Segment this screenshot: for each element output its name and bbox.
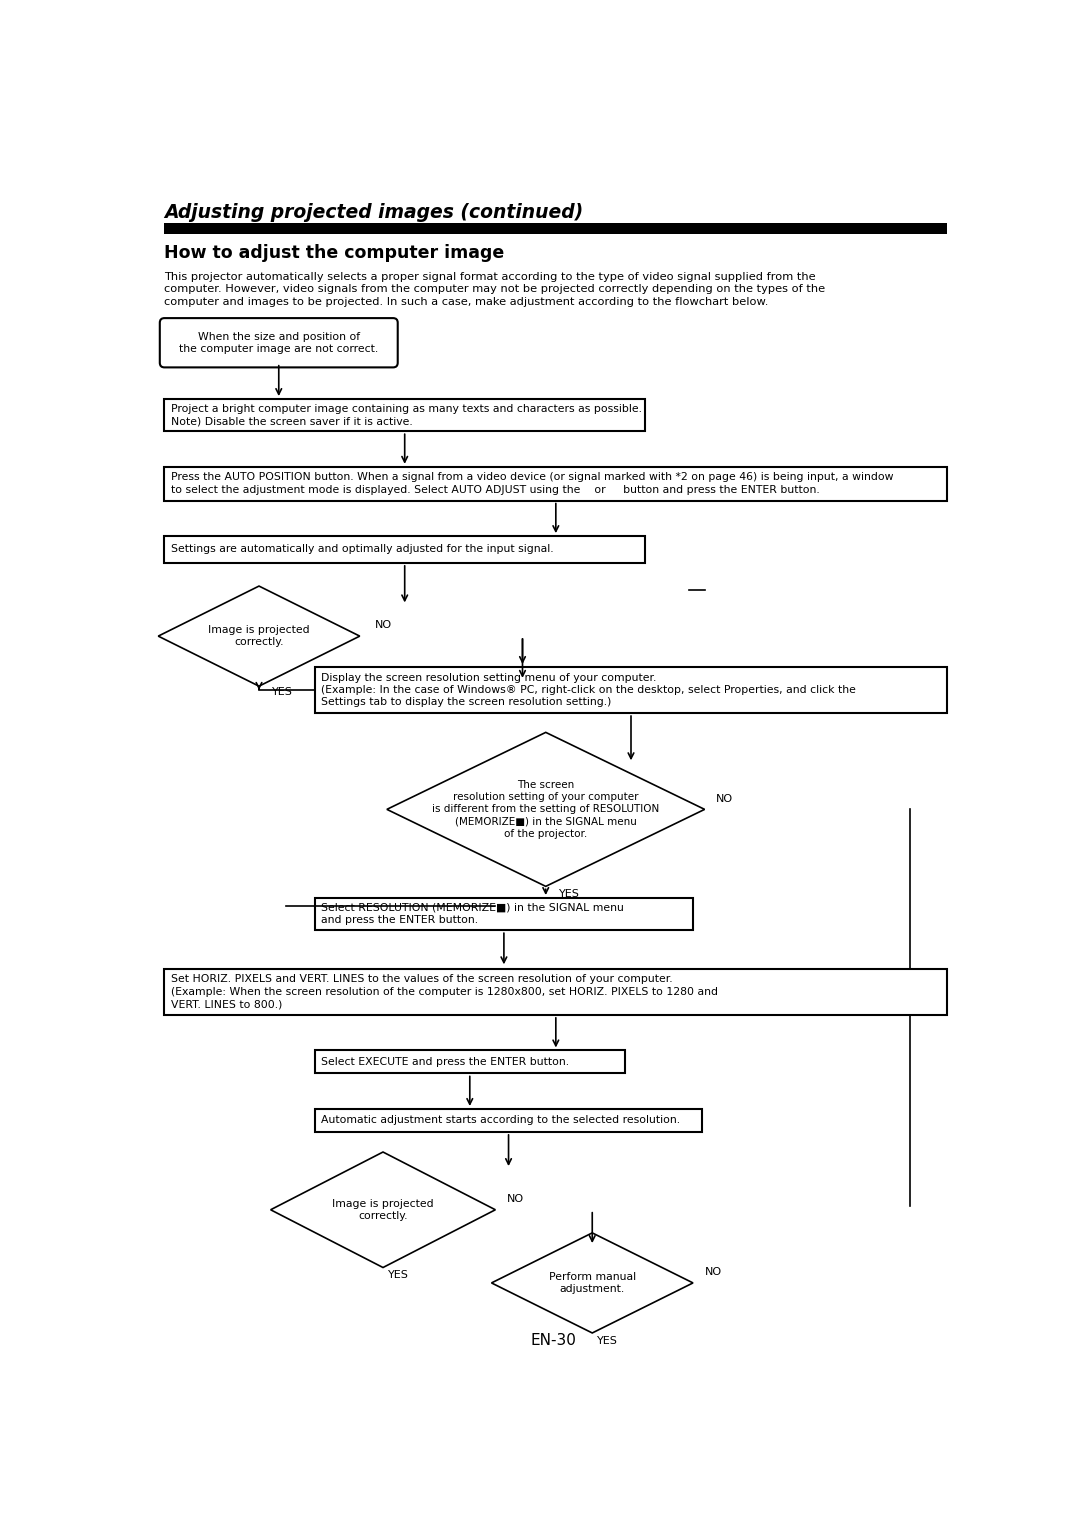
Polygon shape — [271, 1152, 496, 1268]
Text: YES: YES — [597, 1335, 618, 1346]
Text: NO: NO — [507, 1193, 524, 1204]
Bar — [314, 666, 947, 714]
Text: YES: YES — [558, 889, 580, 898]
Text: Select EXECUTE and press the ENTER button.: Select EXECUTE and press the ENTER butto… — [321, 1057, 569, 1067]
Text: This projector automatically selects a proper signal format according to the typ: This projector automatically selects a p… — [164, 272, 816, 281]
Text: Settings are automatically and optimally adjusted for the input signal.: Settings are automatically and optimally… — [171, 544, 553, 555]
Text: Image is projected
correctly.: Image is projected correctly. — [208, 625, 310, 648]
Text: Press the AUTO POSITION button. When a signal from a video device (or signal mar: Press the AUTO POSITION button. When a s… — [171, 472, 893, 495]
Text: NO: NO — [704, 1267, 721, 1277]
Text: Project a bright computer image containing as many texts and characters as possi: Project a bright computer image containi… — [171, 403, 642, 426]
Bar — [164, 223, 947, 234]
Text: computer and images to be projected. In such a case, make adjustment according t: computer and images to be projected. In … — [164, 296, 769, 307]
Text: When the size and position of
the computer image are not correct.: When the size and position of the comput… — [179, 332, 378, 354]
Text: Select RESOLUTION (MEMORIZE■) in the SIGNAL menu
and press the ENTER button.: Select RESOLUTION (MEMORIZE■) in the SIG… — [321, 903, 624, 926]
Bar — [164, 969, 947, 1015]
Text: Perform manual
adjustment.: Perform manual adjustment. — [549, 1271, 636, 1294]
Text: Display the screen resolution setting menu of your computer.
(Example: In the ca: Display the screen resolution setting me… — [321, 672, 855, 707]
Bar — [164, 466, 947, 501]
FancyBboxPatch shape — [160, 318, 397, 367]
Polygon shape — [159, 587, 360, 686]
Text: NO: NO — [716, 793, 733, 804]
Text: How to adjust the computer image: How to adjust the computer image — [164, 244, 504, 263]
Text: computer. However, video signals from the computer may not be projected correctl: computer. However, video signals from th… — [164, 284, 825, 295]
Bar — [314, 1050, 625, 1074]
Text: YES: YES — [272, 688, 293, 697]
Text: NO: NO — [375, 620, 392, 631]
Bar — [314, 1109, 702, 1132]
Text: Set HORIZ. PIXELS and VERT. LINES to the values of the screen resolution of your: Set HORIZ. PIXELS and VERT. LINES to the… — [171, 975, 717, 1010]
Bar — [164, 536, 645, 562]
Bar — [164, 399, 645, 431]
Text: Image is projected
correctly.: Image is projected correctly. — [333, 1198, 434, 1221]
Polygon shape — [387, 732, 704, 886]
Text: EN-30: EN-30 — [530, 1332, 577, 1348]
Polygon shape — [491, 1233, 693, 1332]
Bar — [314, 898, 693, 931]
Text: YES: YES — [388, 1270, 409, 1280]
Text: Adjusting projected images (continued): Adjusting projected images (continued) — [164, 203, 583, 222]
Text: Automatic adjustment starts according to the selected resolution.: Automatic adjustment starts according to… — [321, 1115, 680, 1126]
Text: The screen
resolution setting of your computer
is different from the setting of : The screen resolution setting of your co… — [432, 779, 660, 839]
